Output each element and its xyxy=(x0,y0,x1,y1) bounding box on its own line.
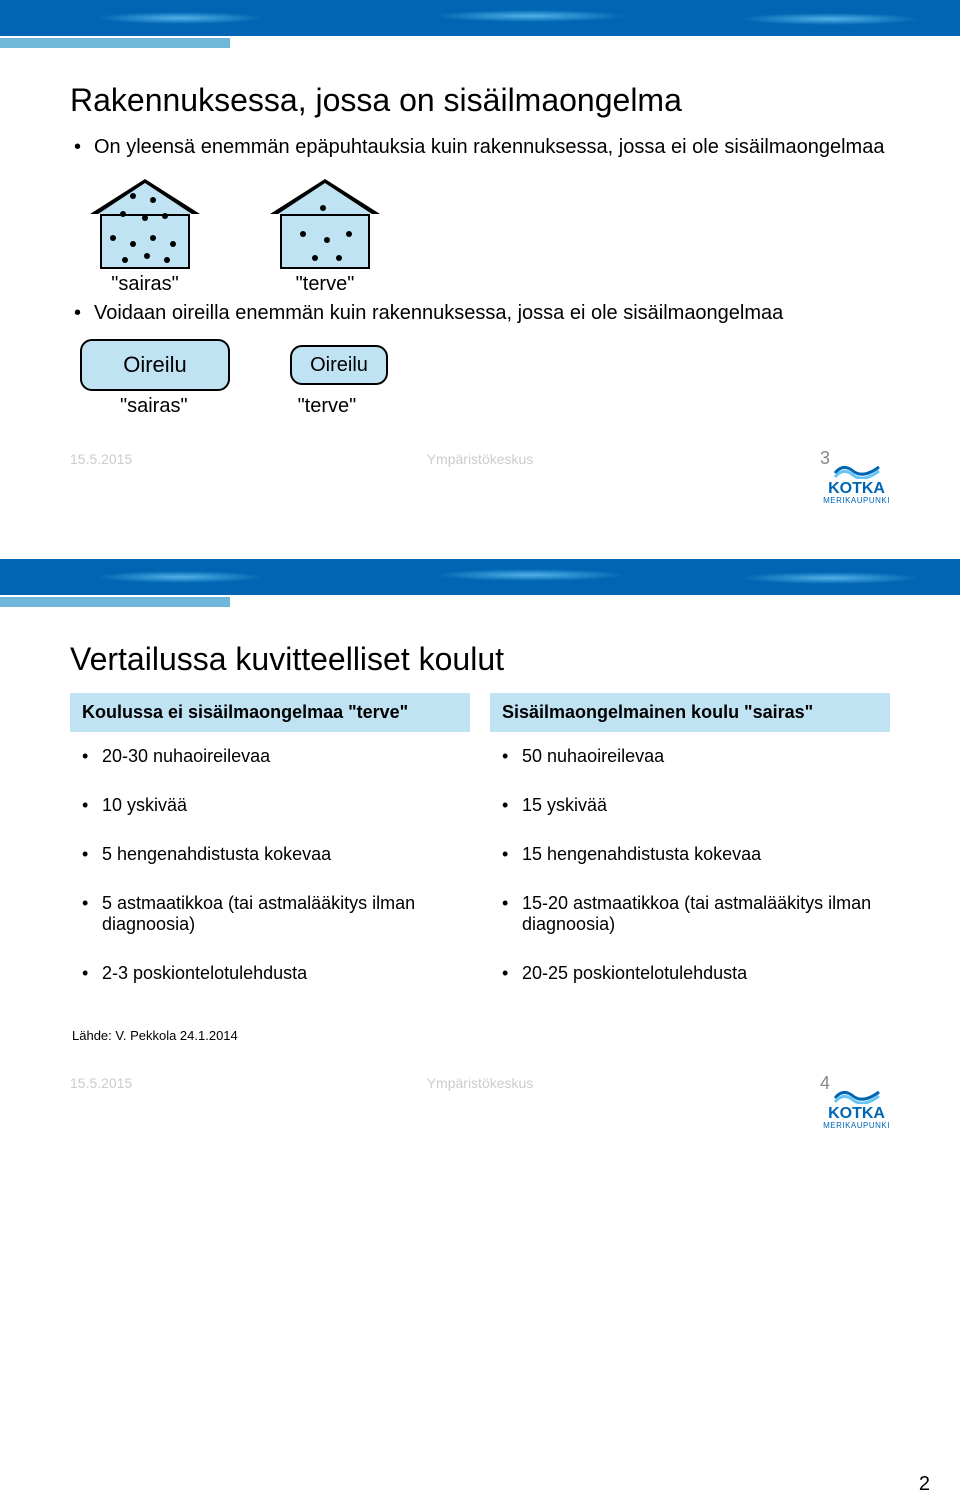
decorative-topbar xyxy=(0,0,960,50)
footer-center: Ympäristökeskus xyxy=(210,1075,750,1091)
logo-subtext: MERIKAUPUNKI xyxy=(823,497,890,505)
table-cell: 5 hengenahdistusta kokevaa xyxy=(70,830,470,879)
bullet-2: Voidaan oireilla enemmän kuin rakennukse… xyxy=(70,300,890,327)
wave-icon xyxy=(833,1086,881,1104)
decorative-topbar xyxy=(0,559,960,609)
table-cell: 5 astmaatikkoa (tai astmalääkitys ilman … xyxy=(70,879,470,949)
house-sick-icon xyxy=(90,179,200,269)
source-citation: Lähde: V. Pekkola 24.1.2014 xyxy=(72,1028,890,1043)
bullet-1: On yleensä enemmän epäpuhtauksia kuin ra… xyxy=(70,134,890,161)
footer-date: 15.5.2015 xyxy=(70,451,210,467)
table-header-right: Sisäilmaongelmainen koulu "sairas" xyxy=(490,693,890,732)
footer-center: Ympäristökeskus xyxy=(210,451,750,467)
box-labels: "sairas" "terve" xyxy=(120,395,890,418)
table-header-left: Koulussa ei sisäilmaongelmaa "terve" xyxy=(70,693,470,732)
slide-footer: 15.5.2015 Ympäristökeskus 4 xyxy=(0,1043,960,1094)
table-cell: 20-25 poskiontelotulehdusta xyxy=(490,949,890,998)
house-sick-label: "sairas" xyxy=(111,273,179,296)
kotka-logo: KOTKA MERIKAUPUNKI xyxy=(823,1086,890,1130)
body-list-2: Voidaan oireilla enemmän kuin rakennukse… xyxy=(70,300,890,327)
house-healthy-label: "terve" xyxy=(296,273,355,296)
table-cell: 15 hengenahdistusta kokevaa xyxy=(490,830,890,879)
table-cell: 2-3 poskiontelotulehdusta xyxy=(70,949,470,998)
table-cell: 15-20 astmaatikkoa (tai astmalääkitys il… xyxy=(490,879,890,949)
table-cell: 50 nuhaoireilevaa xyxy=(490,732,890,781)
table-cell: 15 yskivää xyxy=(490,781,890,830)
slide-title: Rakennuksessa, jossa on sisäilmaongelma xyxy=(70,80,890,120)
box-label-sick: "sairas" xyxy=(120,395,188,418)
slide-2: Vertailussa kuvitteelliset koulut Koulus… xyxy=(0,559,960,1134)
oireilu-box-small: Oireilu xyxy=(290,345,388,385)
slide-1: Rakennuksessa, jossa on sisäilmaongelma … xyxy=(0,0,960,509)
page-number-corner: 2 xyxy=(919,1473,930,1496)
house-sick-col: "sairas" xyxy=(90,179,200,296)
body-list: On yleensä enemmän epäpuhtauksia kuin ra… xyxy=(70,134,890,161)
oireilu-box-large: Oireilu xyxy=(80,339,230,391)
slide-footer: 15.5.2015 Ympäristökeskus 3 xyxy=(0,418,960,469)
house-healthy-col: "terve" xyxy=(270,179,380,296)
table-cell: 10 yskivää xyxy=(70,781,470,830)
footer-date: 15.5.2015 xyxy=(70,1075,210,1091)
symptom-boxes: Oireilu Oireilu xyxy=(80,339,890,391)
wave-icon xyxy=(833,461,881,479)
table-cell: 20-30 nuhaoireilevaa xyxy=(70,732,470,781)
comparison-table: Koulussa ei sisäilmaongelmaa "terve" Sis… xyxy=(70,693,890,998)
house-row: "sairas" "terve" xyxy=(90,179,890,296)
slide-title: Vertailussa kuvitteelliset koulut xyxy=(70,639,890,679)
box-label-healthy: "terve" xyxy=(298,395,357,418)
logo-text: KOTKA xyxy=(828,481,885,497)
kotka-logo: KOTKA MERIKAUPUNKI xyxy=(823,461,890,505)
logo-text: KOTKA xyxy=(828,1106,885,1122)
house-healthy-icon xyxy=(270,179,380,269)
logo-subtext: MERIKAUPUNKI xyxy=(823,1122,890,1130)
